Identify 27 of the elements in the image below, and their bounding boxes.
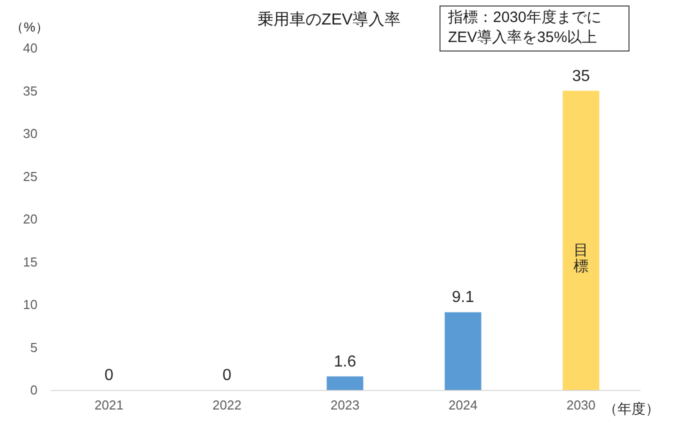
data-label: 0 [104, 367, 114, 384]
y-tick-label: 10 [23, 297, 38, 312]
y-tick-label: 25 [23, 168, 38, 184]
bar [326, 376, 364, 390]
y-tick-label: 35 [23, 83, 38, 98]
bar [444, 312, 482, 390]
y-tick-label: 0 [30, 382, 38, 398]
y-tick-label: 15 [23, 254, 38, 270]
text: 指標：2030年度までに ZEV導入率を35%以上 [447, 9, 602, 46]
chart-title: 乗用車のZEV導入率 [257, 10, 401, 28]
y-tick-label: 40 [23, 40, 38, 56]
y-tick-label: 5 [30, 340, 38, 355]
data-label: 0 [222, 367, 232, 384]
x-axis-title: （年度） [604, 400, 660, 416]
data-label: 9.1 [452, 289, 474, 306]
y-tick-label: 20 [23, 212, 38, 226]
x-tick-label: 2022 [212, 398, 242, 412]
bar [562, 90, 600, 390]
x-tick-label: 2021 [94, 398, 124, 412]
y-axis-title: （%） [10, 20, 48, 34]
y-tick-label: 30 [23, 126, 38, 141]
data-label: 1.6 [334, 353, 356, 370]
x-tick-label: 2023 [330, 398, 360, 412]
annotation: 目標 [574, 242, 588, 275]
x-tick-label: 2024 [448, 398, 478, 412]
data-label: 35 [572, 68, 590, 85]
x-tick-label: 2030 [566, 398, 596, 412]
